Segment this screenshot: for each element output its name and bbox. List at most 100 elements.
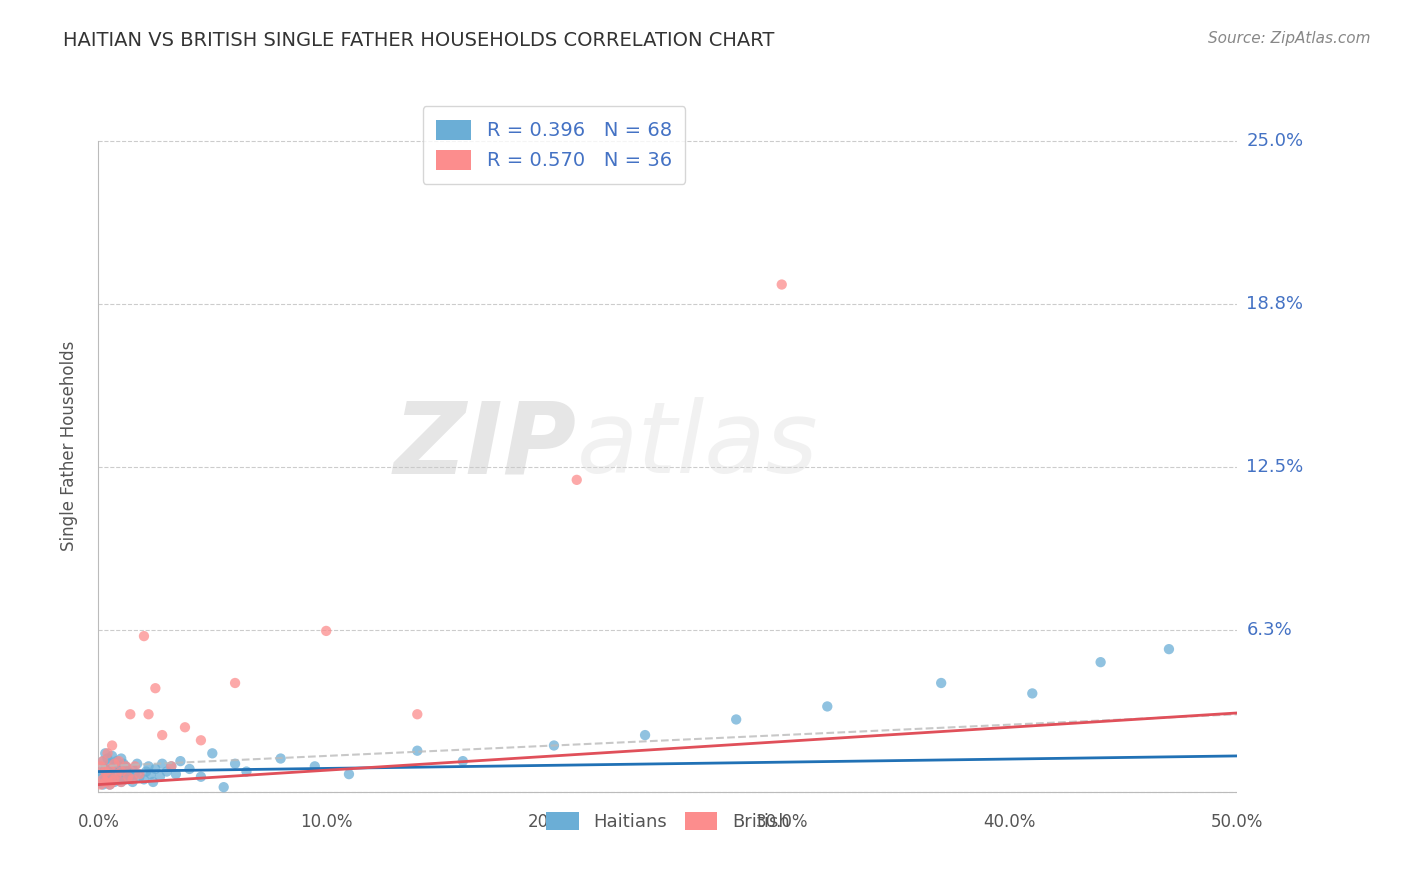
Point	[94, 775, 117, 789]
Point	[90, 759, 112, 773]
Point	[929, 676, 952, 690]
Point	[105, 770, 128, 784]
Y-axis label: Single Father Households: Single Father Households	[59, 341, 77, 551]
Point	[139, 767, 162, 781]
Point	[110, 764, 132, 779]
Point	[135, 764, 157, 779]
Point	[110, 764, 132, 779]
Point	[112, 770, 135, 784]
Point	[224, 756, 246, 771]
Point	[91, 767, 114, 781]
Point	[121, 762, 143, 776]
Point	[124, 767, 146, 781]
Point	[150, 756, 173, 771]
Text: HAITIAN VS BRITISH SINGLE FATHER HOUSEHOLDS CORRELATION CHART: HAITIAN VS BRITISH SINGLE FATHER HOUSEHO…	[63, 31, 775, 50]
Point	[190, 770, 212, 784]
Point	[91, 754, 114, 768]
Point	[149, 770, 172, 784]
Point	[451, 754, 474, 768]
Point	[90, 778, 112, 792]
Text: 18.8%: 18.8%	[1246, 295, 1303, 313]
Point	[145, 681, 167, 696]
Point	[190, 733, 212, 747]
Point	[127, 756, 149, 771]
Point	[1157, 642, 1180, 657]
Point	[110, 775, 132, 789]
Point	[94, 762, 117, 776]
Point	[90, 775, 112, 789]
Point	[169, 754, 191, 768]
Point	[101, 775, 124, 789]
Point	[132, 772, 155, 787]
Point	[128, 770, 150, 784]
Point	[94, 772, 117, 787]
Point	[304, 759, 326, 773]
Point	[105, 754, 128, 768]
Point	[103, 759, 125, 773]
Point	[101, 762, 124, 776]
Point	[815, 699, 838, 714]
Point	[96, 747, 118, 761]
Point	[315, 624, 337, 638]
Point	[98, 778, 121, 792]
Text: ZIP: ZIP	[394, 398, 576, 494]
Point	[142, 775, 165, 789]
Point	[124, 759, 146, 773]
Point	[103, 775, 125, 789]
Point	[174, 720, 197, 734]
Point	[201, 747, 224, 761]
Point	[98, 767, 121, 781]
Point	[150, 728, 173, 742]
Point	[91, 778, 114, 792]
Point	[212, 780, 235, 794]
Point	[114, 759, 136, 773]
Point	[160, 759, 183, 773]
Point	[1090, 655, 1112, 669]
Point	[120, 770, 142, 784]
Point	[156, 764, 179, 779]
Point	[105, 767, 128, 781]
Text: 6.3%: 6.3%	[1246, 621, 1292, 639]
Point	[179, 762, 201, 776]
Point	[406, 707, 429, 722]
Point	[101, 739, 124, 753]
Point	[108, 772, 131, 787]
Point	[406, 744, 429, 758]
Point	[101, 772, 124, 787]
Point	[114, 759, 136, 773]
Point	[121, 772, 143, 787]
Point	[90, 764, 112, 779]
Text: atlas: atlas	[576, 398, 818, 494]
Point	[337, 767, 360, 781]
Point	[98, 778, 121, 792]
Point	[543, 739, 565, 753]
Point	[101, 748, 124, 763]
Text: Source: ZipAtlas.com: Source: ZipAtlas.com	[1208, 31, 1371, 46]
Point	[117, 764, 139, 779]
Text: 12.5%: 12.5%	[1246, 458, 1303, 475]
Point	[138, 707, 160, 722]
Point	[160, 759, 183, 773]
Point	[96, 751, 118, 765]
Point	[224, 676, 246, 690]
Point	[120, 707, 142, 722]
Point	[91, 772, 114, 787]
Point	[110, 775, 132, 789]
Point	[94, 747, 117, 761]
Point	[1021, 686, 1043, 700]
Point	[145, 762, 167, 776]
Point	[132, 629, 155, 643]
Point	[138, 759, 160, 773]
Point	[270, 751, 292, 765]
Point	[114, 772, 136, 787]
Point	[98, 756, 121, 771]
Point	[128, 767, 150, 781]
Point	[103, 756, 125, 771]
Point	[634, 728, 657, 742]
Point	[108, 754, 131, 768]
Point	[98, 762, 121, 776]
Legend: Haitians, British: Haitians, British	[533, 799, 803, 844]
Point	[108, 759, 131, 773]
Point	[770, 277, 793, 292]
Point	[725, 713, 748, 727]
